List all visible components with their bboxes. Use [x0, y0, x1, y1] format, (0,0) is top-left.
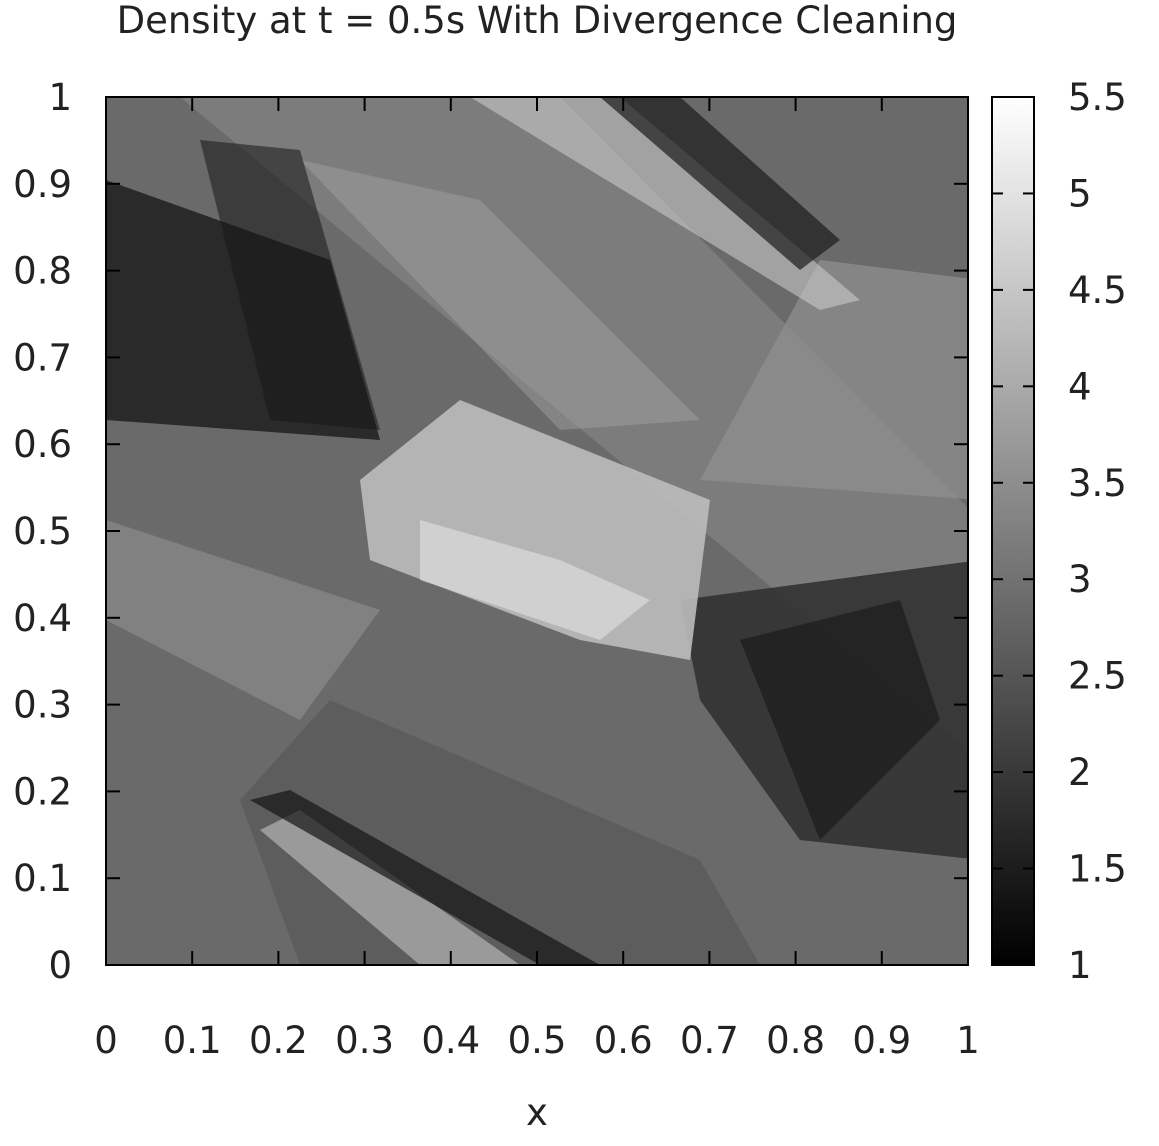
- colorbar-tick-label: 4: [1068, 365, 1092, 408]
- y-tick-label: 0.2: [13, 770, 72, 813]
- y-tick-label: 0.8: [13, 250, 72, 293]
- y-tick-label: 0.7: [13, 336, 72, 379]
- y-tick-label: 0.9: [13, 163, 72, 206]
- x-tick-label: 0.8: [766, 1019, 825, 1062]
- y-tick-label: 0.1: [13, 857, 72, 900]
- x-tick-label: 0.7: [680, 1019, 739, 1062]
- colorbar-tick-label: 2.5: [1068, 655, 1127, 698]
- heatmap-image: [106, 97, 968, 965]
- colorbar-tick-label: 2: [1068, 751, 1092, 794]
- x-tick-label: 0: [94, 1019, 118, 1062]
- colorbar: [991, 96, 1035, 966]
- x-tick-label: 0.4: [421, 1019, 480, 1062]
- colorbar-tick-label: 1.5: [1068, 848, 1127, 891]
- x-axis-label: x: [526, 1091, 548, 1134]
- chart-title: Density at t = 0.5s With Divergence Clea…: [117, 0, 958, 42]
- colorbar-ticks: 1 1.5 2 2.5 3 3.5 4 4.5 5 5.5: [992, 76, 1127, 987]
- colorbar-tick-label: 5.5: [1068, 76, 1127, 119]
- x-tick-label: 0.2: [249, 1019, 308, 1062]
- colorbar-tick-label: 4.5: [1068, 269, 1127, 312]
- colorbar-tick-label: 1: [1068, 944, 1092, 987]
- y-tick-label: 0.5: [13, 510, 72, 553]
- x-tick-label: 0.9: [852, 1019, 911, 1062]
- x-tick-label: 1: [956, 1019, 980, 1062]
- y-tick-label: 0.4: [13, 597, 72, 640]
- x-tick-label: 0.5: [508, 1019, 567, 1062]
- colorbar-tick-label: 5: [1068, 172, 1092, 215]
- y-tick-label: 1: [48, 76, 72, 119]
- colorbar-tick-label: 3: [1068, 558, 1092, 601]
- y-axis-ticks: 0 0.1 0.2 0.3 0.4 0.5 0.6 0.7 0.8 0.9 1: [13, 76, 968, 987]
- colorbar-tick-label: 3.5: [1068, 462, 1127, 505]
- y-tick-label: 0.3: [13, 684, 72, 727]
- y-tick-label: 0: [48, 944, 72, 987]
- x-tick-label: 0.6: [594, 1019, 653, 1062]
- x-tick-label: 0.3: [335, 1019, 394, 1062]
- x-axis-ticks: 0 0.1 0.2 0.3 0.4 0.5 0.6 0.7 0.8 0.9 1: [94, 97, 980, 1062]
- x-tick-label: 0.1: [163, 1019, 222, 1062]
- y-tick-label: 0.6: [13, 423, 72, 466]
